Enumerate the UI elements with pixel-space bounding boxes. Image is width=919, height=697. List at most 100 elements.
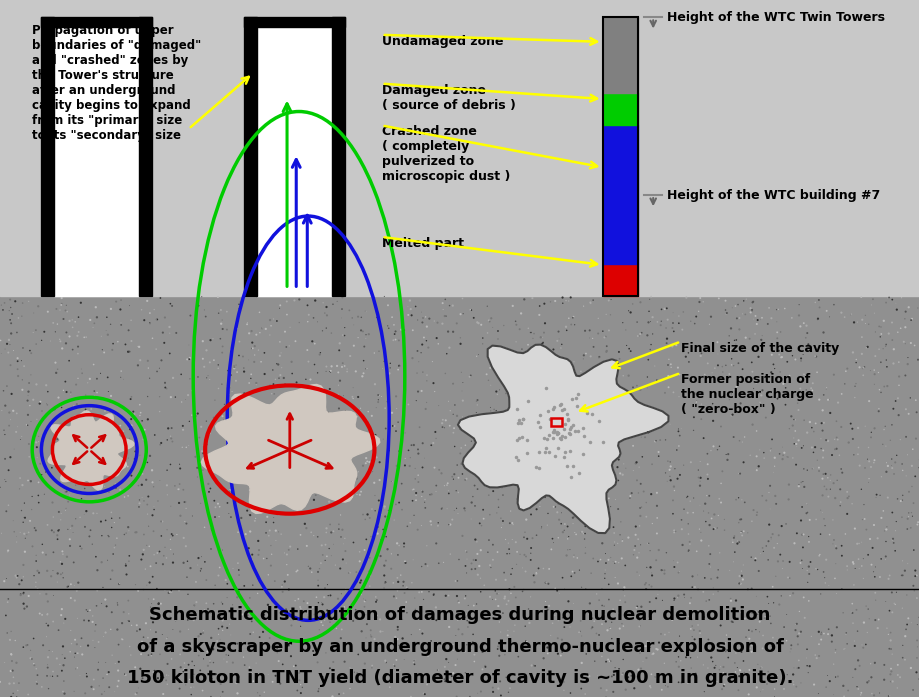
Point <box>269 439 284 450</box>
Point <box>199 311 213 322</box>
Point <box>356 476 370 487</box>
Point <box>705 656 720 667</box>
Point <box>204 608 219 619</box>
Point <box>207 355 221 366</box>
Point <box>266 314 280 325</box>
Point <box>0 335 8 346</box>
Point <box>251 467 266 478</box>
Point <box>232 565 246 576</box>
Point <box>100 555 115 566</box>
Point <box>455 530 470 542</box>
Point <box>437 294 452 305</box>
Point <box>224 638 239 649</box>
Point <box>176 533 191 544</box>
Point <box>83 314 97 325</box>
Point <box>142 318 157 329</box>
Point <box>638 577 652 588</box>
Point <box>370 680 385 691</box>
Point <box>641 306 655 317</box>
Point <box>415 367 430 378</box>
Point <box>428 615 443 626</box>
Point <box>562 687 577 697</box>
Point <box>286 507 301 519</box>
Point <box>426 316 441 327</box>
Point <box>391 335 406 346</box>
Point <box>639 562 653 573</box>
Point <box>435 298 449 309</box>
Point <box>589 483 604 494</box>
Point <box>264 320 278 331</box>
Point <box>58 376 73 387</box>
Point <box>312 401 327 413</box>
Point <box>335 433 349 444</box>
Point <box>312 641 327 652</box>
Point <box>259 466 274 477</box>
Point <box>0 482 7 493</box>
Point <box>754 611 768 622</box>
Text: Crashed zone
( completely
pulverized to
microscopic dust ): Crashed zone ( completely pulverized to … <box>381 125 510 183</box>
Point <box>651 446 665 457</box>
Point <box>249 379 264 390</box>
Point <box>291 668 306 679</box>
Point <box>46 565 61 576</box>
Point <box>649 374 664 385</box>
Point <box>660 360 675 371</box>
Point <box>743 357 758 368</box>
Point <box>882 663 897 674</box>
Point <box>560 544 574 556</box>
Point <box>157 584 172 595</box>
Point <box>834 540 848 551</box>
Point <box>855 369 869 381</box>
Point <box>853 687 868 697</box>
Point <box>187 682 201 693</box>
Point <box>377 560 391 571</box>
Point <box>62 489 77 500</box>
Point <box>612 468 627 479</box>
Point <box>56 659 71 671</box>
Point <box>481 535 495 546</box>
Point <box>512 549 527 560</box>
Point <box>495 489 510 500</box>
Point <box>359 415 374 427</box>
Point <box>54 299 69 310</box>
Point <box>280 401 295 412</box>
Point <box>790 310 805 321</box>
Point <box>700 540 715 551</box>
Point <box>199 451 213 462</box>
Point <box>283 614 298 625</box>
Point <box>543 544 558 555</box>
Point <box>499 599 514 610</box>
Point <box>650 589 664 600</box>
Point <box>342 305 357 316</box>
Point <box>152 362 166 374</box>
Point <box>735 560 750 571</box>
Point <box>734 436 749 447</box>
Point <box>825 299 840 310</box>
Point <box>452 332 467 344</box>
Point <box>502 438 516 450</box>
Point <box>206 675 221 687</box>
Point <box>196 465 210 476</box>
Point <box>28 550 43 561</box>
Point <box>266 517 280 528</box>
Point <box>283 650 298 661</box>
Point <box>95 414 109 425</box>
Point <box>877 421 891 432</box>
Point <box>604 671 618 682</box>
Point <box>572 477 586 489</box>
Point <box>738 631 753 643</box>
Point <box>178 442 193 453</box>
Point <box>815 390 830 401</box>
Point <box>132 399 147 411</box>
Point <box>273 300 288 311</box>
Point <box>261 459 276 470</box>
Point <box>79 604 94 615</box>
Point <box>607 528 621 539</box>
Point <box>675 344 690 355</box>
Point <box>614 553 629 564</box>
Point <box>394 478 409 489</box>
Point <box>723 616 738 627</box>
Point <box>819 305 834 316</box>
Point <box>508 592 523 603</box>
Point <box>92 401 107 412</box>
